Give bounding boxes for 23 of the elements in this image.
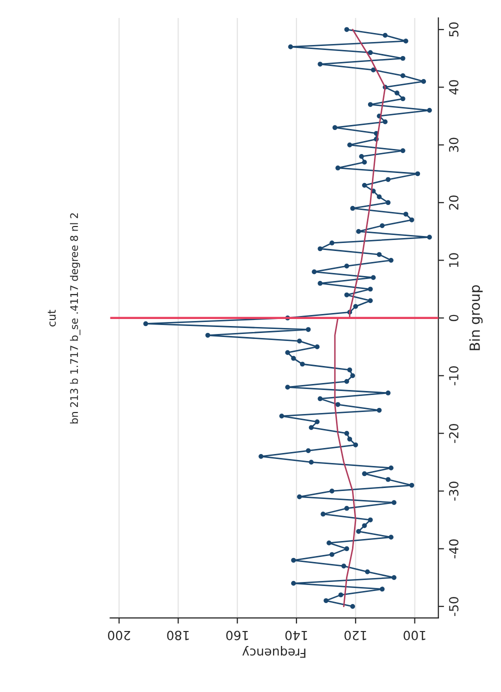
x-tick-label: 200 — [108, 630, 130, 640]
text: bn 213 b 1.717 b_se .4117 degree 8 nl 2 — [70, 213, 80, 424]
y-tick-label: -10 — [449, 366, 458, 386]
x-tick-label: 120 — [344, 630, 366, 640]
y-tick-label: -30 — [449, 482, 458, 501]
y-tick-label: 50 — [449, 22, 458, 37]
y-tick-label: -50 — [449, 597, 458, 616]
y-tick-label: 40 — [449, 80, 458, 95]
line-series — [348, 28, 386, 319]
line-series — [334, 317, 356, 608]
x-tick-label: 100 — [404, 630, 426, 640]
y-tick-label: 30 — [449, 138, 458, 152]
x-tick-label: 140 — [285, 630, 308, 640]
y-tick-label: -20 — [449, 424, 458, 443]
y-tick-label: 20 — [449, 195, 458, 210]
y-tick-label: -40 — [449, 539, 458, 558]
x-tick-label: 160 — [226, 630, 248, 640]
y-tick-label: 0 — [449, 314, 458, 322]
y-tick-label: 10 — [449, 253, 458, 267]
text: cut — [48, 310, 56, 326]
x-tick-label: 180 — [167, 630, 189, 640]
y-axis-title: Bin group — [469, 285, 483, 350]
x-axis-title: Frequency — [242, 646, 306, 658]
